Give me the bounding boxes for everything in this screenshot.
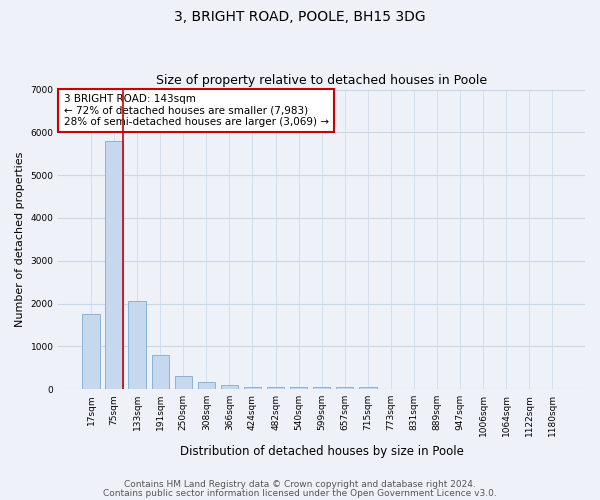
Text: Contains HM Land Registry data © Crown copyright and database right 2024.: Contains HM Land Registry data © Crown c… (124, 480, 476, 489)
Bar (221, 385, 238, 389)
Bar (336, 387, 353, 389)
Bar (106, 141, 123, 389)
Text: 3 BRIGHT ROAD: 143sqm
← 72% of detached houses are smaller (7,983)
28% of semi-d: 3 BRIGHT ROAD: 143sqm ← 72% of detached … (64, 94, 329, 127)
Bar (359, 387, 377, 389)
Bar (152, 355, 169, 389)
X-axis label: Distribution of detached houses by size in Poole: Distribution of detached houses by size … (180, 444, 464, 458)
Bar (198, 382, 215, 389)
Text: 3, BRIGHT ROAD, POOLE, BH15 3DG: 3, BRIGHT ROAD, POOLE, BH15 3DG (174, 10, 426, 24)
Bar (175, 376, 192, 389)
Bar (267, 387, 284, 389)
Text: Contains public sector information licensed under the Open Government Licence v3: Contains public sector information licen… (103, 490, 497, 498)
Bar (128, 302, 146, 389)
Title: Size of property relative to detached houses in Poole: Size of property relative to detached ho… (156, 74, 487, 87)
Y-axis label: Number of detached properties: Number of detached properties (15, 152, 25, 327)
Bar (244, 387, 261, 389)
Bar (313, 387, 331, 389)
Bar (82, 314, 100, 389)
Bar (290, 387, 307, 389)
